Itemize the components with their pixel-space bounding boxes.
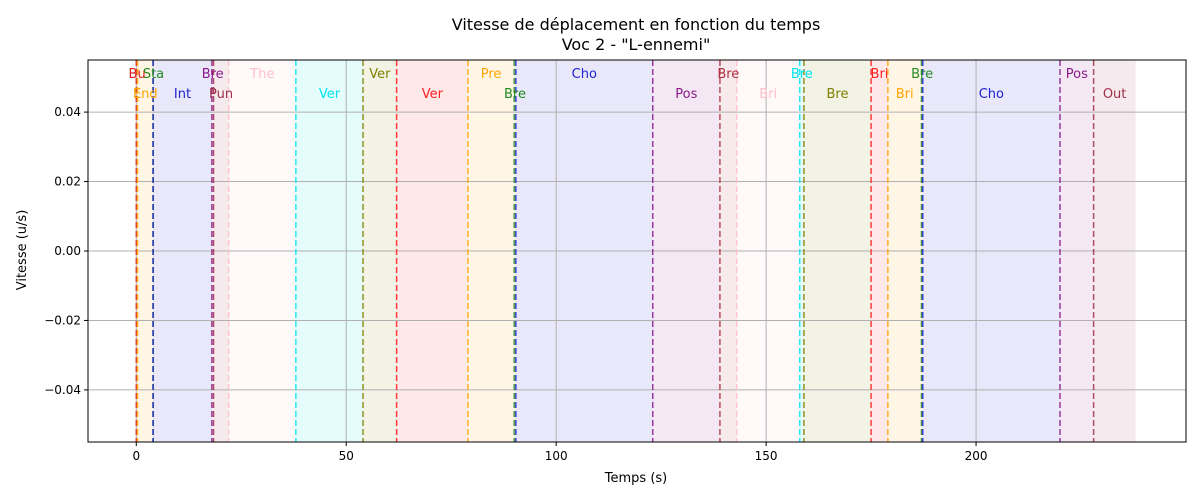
segment-label-4: Bre [202, 67, 224, 82]
x-tick-label-0: 0 [132, 449, 140, 463]
segment-label-10: Pre [481, 67, 502, 82]
segment-label-9: Ver [422, 87, 444, 102]
segment-label-20: Bre [911, 67, 933, 82]
chart-subtitle: Voc 2 - "L-ennemi" [562, 35, 711, 54]
segment-label-11: Bre [504, 87, 526, 102]
y-axis-ticks: 0.04 0.02 0.00 −0.02 −0.04 [44, 105, 88, 397]
segment-label-13: Pos [675, 87, 697, 102]
segment-boundaries [135, 60, 1095, 442]
segment-label-15: Bri [759, 87, 777, 102]
y-tick-label-4: −0.04 [44, 383, 81, 397]
y-tick-label-0: 0.04 [54, 105, 81, 119]
segment-label-5: Pun [209, 87, 233, 102]
segment-label-12: Cho [572, 67, 597, 82]
segment-label-8: Ver [369, 67, 391, 82]
segment-label-14: Bre [717, 67, 739, 82]
grid-lines [88, 60, 1186, 442]
x-tick-label-4: 200 [965, 449, 988, 463]
segment-label-21: Cho [979, 87, 1004, 102]
segment-label-2: Sta [143, 67, 164, 82]
x-tick-label-1: 50 [339, 449, 354, 463]
segment-label-3: Int [174, 87, 191, 102]
y-tick-label-2: 0.00 [54, 244, 81, 258]
x-tick-label-2: 100 [545, 449, 568, 463]
segment-label-1: End [133, 87, 158, 102]
x-tick-label-3: 150 [755, 449, 778, 463]
segment-label-19: Bri [896, 87, 914, 102]
chart-title: Vitesse de déplacement en fonction du te… [452, 15, 821, 34]
y-axis-label: Vitesse (u/s) [15, 210, 30, 291]
segment-labels: BuEndStaIntBrePunTheVerVerVerPreBreChoPo… [129, 67, 1127, 102]
x-axis-ticks: 0 50 100 150 200 [132, 442, 988, 463]
segment-label-23: Out [1103, 87, 1127, 102]
segment-label-0: Bu [129, 67, 146, 82]
y-tick-label-3: −0.02 [44, 313, 81, 327]
segment-label-16: Bre [791, 67, 813, 82]
segment-label-7: Ver [319, 87, 341, 102]
x-axis-label: Temps (s) [604, 471, 667, 486]
segment-label-6: The [249, 67, 274, 82]
segment-label-17: Bre [827, 87, 849, 102]
segment-label-22: Pos [1066, 67, 1088, 82]
segment-label-18: Bri [871, 67, 889, 82]
y-tick-label-1: 0.02 [54, 175, 81, 189]
